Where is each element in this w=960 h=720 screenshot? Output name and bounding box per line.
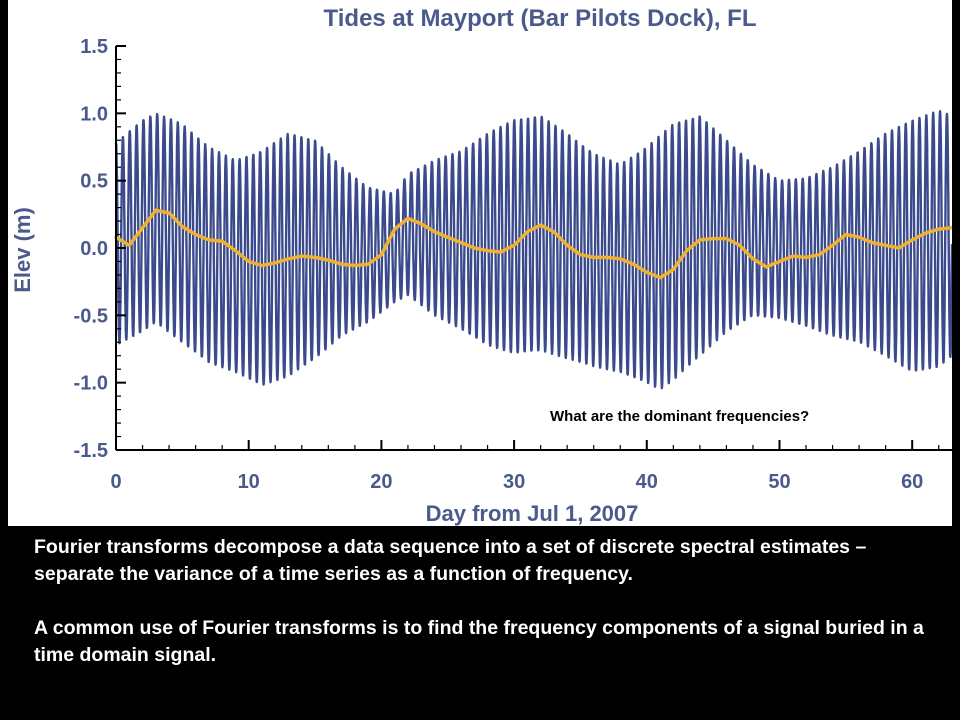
chart-title: Tides at Mayport (Bar Pilots Dock), FL (324, 5, 757, 32)
x-axis-label: Day from Jul 1, 2007 (426, 501, 639, 526)
paragraph-fourier-use: A common use of Fourier transforms is to… (34, 617, 924, 666)
y-tick-label: 0.0 (80, 238, 108, 260)
body-text: Fourier transforms decompose a data sequ… (34, 534, 934, 669)
paragraph-fourier-definition: Fourier transforms decompose a data sequ… (34, 536, 867, 585)
x-tick-label: 0 (110, 471, 121, 493)
plot-area (114, 109, 952, 390)
y-tick-label: -0.5 (74, 305, 108, 327)
y-axis-label: Elev (m) (10, 207, 35, 293)
y-tick-label: 0.5 (80, 171, 108, 193)
chart-panel: Tides at Mayport (Bar Pilots Dock), FL 1… (8, 0, 952, 526)
axes: 1.5 1.0 0.5 0.0 -0.5 -1.0 -1.50 10 20 30 40 50 60 (74, 36, 952, 493)
y-tick-label: 1.5 (80, 36, 108, 58)
x-tick-label: 40 (636, 471, 658, 493)
x-tick-label: 30 (503, 471, 525, 493)
x-tick-label: 60 (901, 471, 923, 493)
y-tick-label: 1.0 (80, 103, 108, 125)
x-tick-label: 10 (238, 471, 260, 493)
series-smoothed-line (114, 208, 952, 280)
tide-chart: Tides at Mayport (Bar Pilots Dock), FL 1… (10, 5, 952, 526)
chart-annotation: What are the dominant frequencies? (550, 408, 809, 425)
x-tick-label: 20 (370, 471, 392, 493)
y-tick-label: -1.0 (74, 373, 108, 395)
y-tick-label: -1.5 (74, 440, 108, 462)
x-tick-label: 50 (768, 471, 790, 493)
series-tide-line (114, 109, 952, 390)
